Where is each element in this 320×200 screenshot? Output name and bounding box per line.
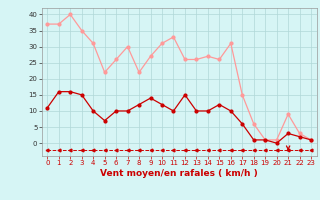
X-axis label: Vent moyen/en rafales ( km/h ): Vent moyen/en rafales ( km/h ) <box>100 169 258 178</box>
